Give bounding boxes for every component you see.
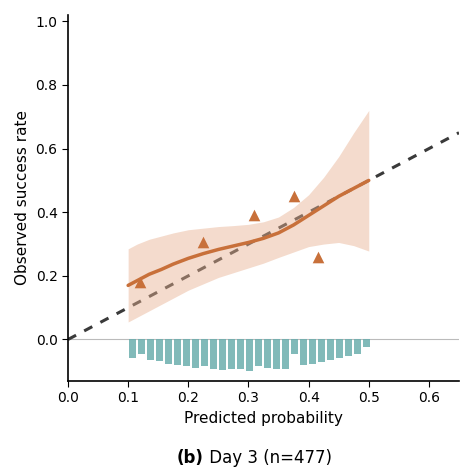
Bar	[237, 339, 244, 369]
Y-axis label: Observed success rate: Observed success rate	[15, 110, 30, 285]
Point	[251, 211, 258, 219]
Bar	[354, 339, 361, 354]
Point	[137, 278, 144, 286]
Bar	[318, 339, 325, 362]
Bar	[273, 339, 280, 369]
Bar	[264, 339, 271, 367]
Text: Day 3 (n=477): Day 3 (n=477)	[204, 449, 332, 467]
Bar	[327, 339, 334, 360]
Bar	[291, 339, 298, 355]
X-axis label: Predicted probability: Predicted probability	[184, 411, 343, 426]
Bar	[309, 339, 316, 364]
Bar	[255, 339, 262, 366]
Bar	[201, 339, 208, 366]
Bar	[164, 339, 172, 364]
Bar	[228, 339, 235, 369]
Bar	[128, 339, 136, 358]
Bar	[137, 339, 145, 355]
Bar	[182, 339, 190, 365]
Bar	[246, 339, 253, 371]
Point	[290, 192, 297, 200]
Bar	[300, 339, 307, 365]
Bar	[363, 339, 370, 347]
Bar	[191, 339, 199, 367]
Text: (b): (b)	[177, 449, 204, 467]
Bar	[282, 339, 289, 369]
Bar	[336, 339, 343, 358]
Bar	[146, 339, 154, 360]
Point	[314, 253, 321, 261]
Bar	[210, 339, 217, 369]
Bar	[155, 339, 163, 361]
Bar	[345, 339, 352, 356]
Bar	[173, 339, 181, 365]
Bar	[219, 339, 226, 370]
Point	[200, 239, 207, 246]
